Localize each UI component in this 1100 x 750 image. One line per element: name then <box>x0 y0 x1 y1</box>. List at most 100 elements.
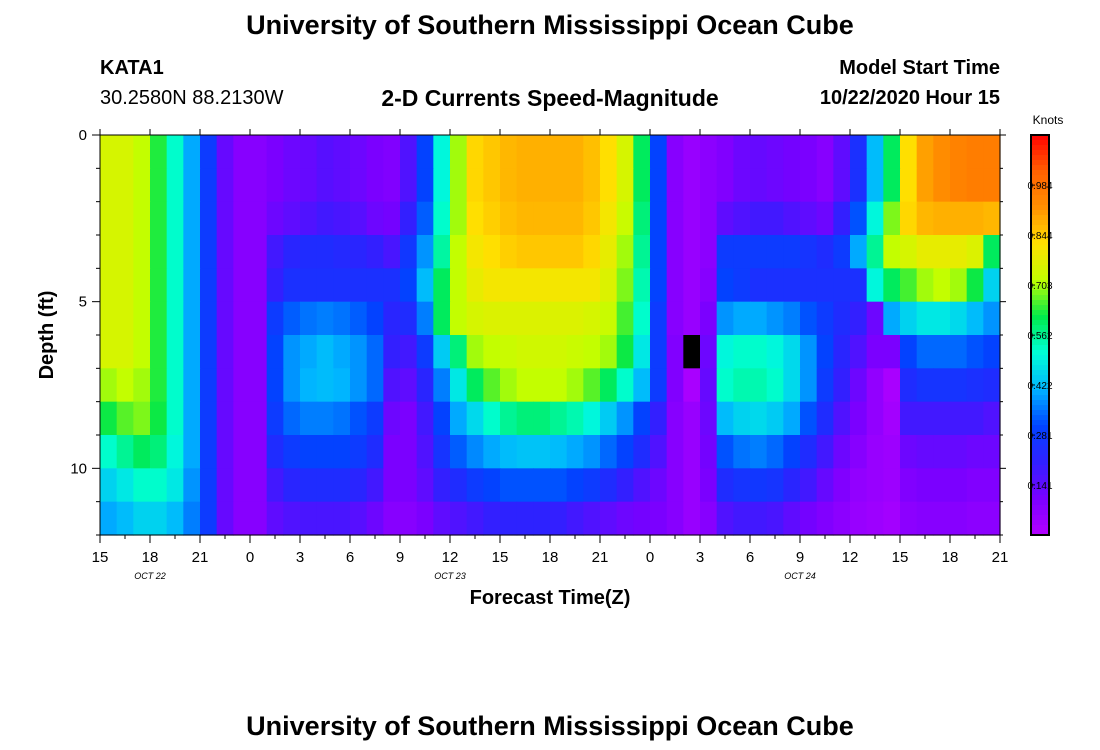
heatmap-cell <box>583 135 601 169</box>
heatmap-cell <box>866 368 884 403</box>
heatmap-cell <box>850 401 868 436</box>
heatmap-cell <box>466 501 484 536</box>
heatmap-cell <box>266 235 284 269</box>
heatmap-cell <box>200 168 218 203</box>
heatmap-cell <box>783 201 801 236</box>
colorbar-segment <box>1031 230 1049 236</box>
heatmap-cell <box>750 368 768 403</box>
heatmap-cell <box>300 135 318 169</box>
heatmap-cell <box>733 235 751 269</box>
heatmap-cell <box>333 401 351 436</box>
heatmap-cell <box>683 335 701 369</box>
heatmap-cell <box>383 468 401 503</box>
heatmap-cell <box>983 235 1001 269</box>
heatmap-cell <box>183 301 201 336</box>
heatmap-cell <box>966 401 984 436</box>
heatmap-cell <box>533 168 551 203</box>
heatmap-cell <box>183 501 201 536</box>
heatmap-cell <box>466 335 484 369</box>
heatmap-cell <box>933 268 951 303</box>
heatmap-cell <box>733 468 751 503</box>
heatmap-cell <box>883 168 901 203</box>
heatmap-cell <box>183 235 201 269</box>
x-axis-title: Forecast Time(Z) <box>470 587 631 609</box>
heatmap-cell <box>966 501 984 536</box>
heatmap-cell <box>433 501 451 536</box>
heatmap-cell <box>216 235 234 269</box>
heatmap-cell <box>100 435 118 469</box>
heatmap-cell <box>166 468 184 503</box>
heatmap-cell <box>366 235 384 269</box>
heatmap-cell <box>950 368 968 403</box>
heatmap-cell <box>166 368 184 403</box>
heatmap-cell <box>883 235 901 269</box>
colorbar-segment <box>1031 440 1049 446</box>
heatmap-cell <box>850 468 868 503</box>
heatmap-cell <box>566 135 584 169</box>
colorbar-segment <box>1031 180 1049 186</box>
heatmap-cell <box>500 268 518 303</box>
heatmap-cell <box>850 301 868 336</box>
heatmap-cell <box>300 468 318 503</box>
heatmap-cell <box>133 501 151 536</box>
heatmap-cell <box>900 201 918 236</box>
heatmap-cell <box>483 468 501 503</box>
heatmap-cell <box>566 268 584 303</box>
heatmap-cell <box>650 268 668 303</box>
heatmap-cell <box>933 235 951 269</box>
colorbar-segment <box>1031 365 1049 371</box>
heatmap-cell <box>516 435 534 469</box>
heatmap-cell <box>766 301 784 336</box>
heatmap-cell <box>850 268 868 303</box>
heatmap-cell <box>950 468 968 503</box>
heatmap-cell <box>750 268 768 303</box>
heatmap-cell <box>133 335 151 369</box>
y-axis-title: Depth (ft) <box>36 291 58 380</box>
heatmap-cell <box>100 335 118 369</box>
heatmap-cell <box>833 301 851 336</box>
colorbar-tick-label: 0.141 <box>1027 481 1052 492</box>
heatmap-cell <box>766 401 784 436</box>
heatmap-cell <box>166 401 184 436</box>
heatmap-cell <box>416 301 434 336</box>
x-date-label: OCT 24 <box>784 571 816 581</box>
heatmap-cell <box>950 135 968 169</box>
heatmap-cell <box>850 168 868 203</box>
heatmap-cell <box>850 501 868 536</box>
heatmap-cell <box>616 168 634 203</box>
colorbar-segment <box>1031 480 1049 486</box>
heatmap-cell <box>416 235 434 269</box>
heatmap-cell <box>516 235 534 269</box>
heatmap-cell <box>516 401 534 436</box>
heatmap-cell <box>616 468 634 503</box>
heatmap-cell <box>916 401 934 436</box>
heatmap-cell <box>450 468 468 503</box>
heatmap-cell <box>116 401 134 436</box>
heatmap-cell <box>233 268 251 303</box>
heatmap-cell <box>883 135 901 169</box>
colorbar-segment <box>1031 335 1049 341</box>
heatmap-cell <box>883 435 901 469</box>
heatmap-cell <box>633 368 651 403</box>
heatmap-cell <box>233 468 251 503</box>
heatmap-cell <box>316 301 334 336</box>
heatmap-cell <box>100 468 118 503</box>
colorbar-segment <box>1031 485 1049 491</box>
heatmap-cell <box>950 501 968 536</box>
heatmap-cell <box>850 135 868 169</box>
heatmap-cell <box>550 401 568 436</box>
heatmap-cell <box>883 501 901 536</box>
heatmap-cell <box>850 435 868 469</box>
x-tick-label: 15 <box>492 549 509 566</box>
heatmap-cell <box>300 301 318 336</box>
x-tick-label: 9 <box>796 549 804 566</box>
heatmap-cell <box>416 335 434 369</box>
heatmap-cell <box>416 135 434 169</box>
heatmap-cell <box>250 201 268 236</box>
heatmap-cell <box>733 301 751 336</box>
heatmap-cell <box>666 501 684 536</box>
heatmap-cell <box>316 501 334 536</box>
heatmap-cell <box>500 301 518 336</box>
heatmap-cell <box>350 268 368 303</box>
heatmap-cell <box>766 268 784 303</box>
